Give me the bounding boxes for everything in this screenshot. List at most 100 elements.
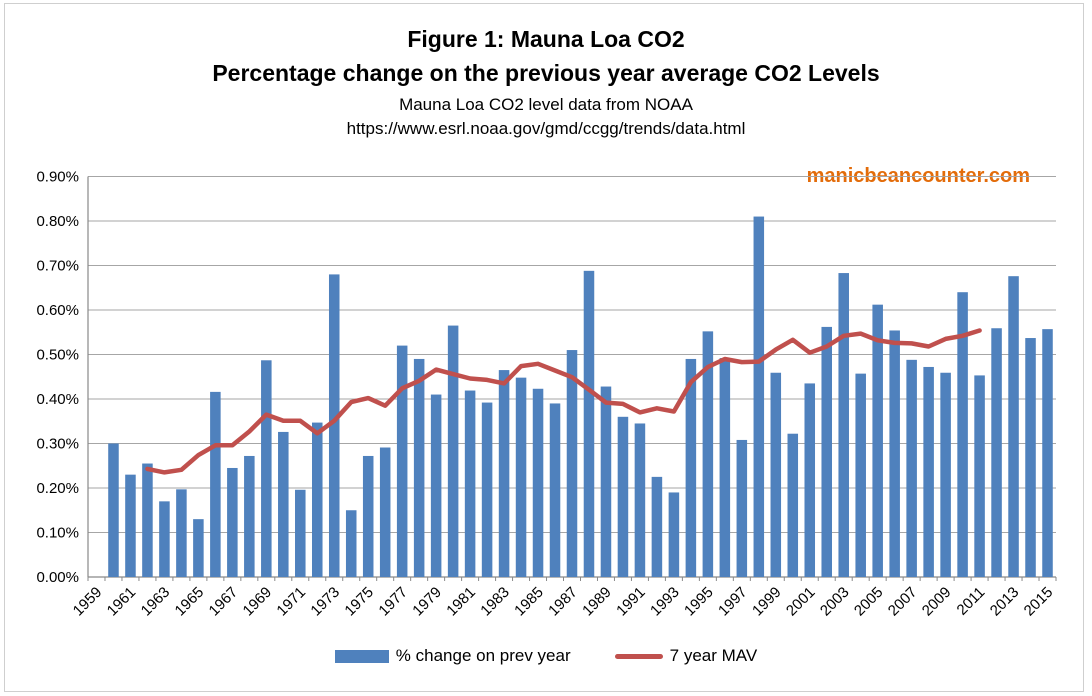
bar-1998 [753,216,765,578]
bar-2013 [1008,276,1019,577]
y-tick-label: 0.80% [36,213,79,230]
x-tick-label: 1977 [375,584,411,620]
legend: % change on prev year 7 year MAV [0,646,1092,666]
y-tick-label: 0.00% [36,569,79,586]
bar-2006 [889,330,900,577]
x-tick-label: 2009 [919,584,955,620]
bar-1992 [651,476,663,577]
bar-1984 [515,377,527,577]
bar-1975 [362,455,374,577]
bar-1969 [261,360,272,577]
y-tick-label: 0.30% [36,436,79,453]
bar-2002 [821,326,833,577]
bar-1982 [481,402,493,577]
bar-1995 [702,331,714,577]
bar-1960 [108,443,119,577]
bar-2015 [1042,329,1053,577]
x-tick-label: 1991 [613,584,649,620]
bar-series [108,216,1053,578]
bar-1997 [736,439,748,577]
bar-series-swatch [334,649,389,663]
bar-2008 [923,366,934,577]
x-tick-label: 1971 [273,584,309,620]
y-axis-labels: 0.00% 0.10% 0.20% 0.30% 0.40% 0.50% 0.60% 0.70%… [36,169,79,587]
x-tick-label: 2003 [817,584,853,620]
bar-2014 [1025,338,1036,577]
x-tick-label: 1961 [104,584,140,620]
bar-1996 [719,358,731,577]
bar-1985 [532,388,544,577]
x-tick-label: 2001 [783,584,819,620]
x-axis-labels: 1959196119631965196719691971197319751977… [70,584,1057,620]
bar-2010 [957,292,968,577]
y-tick-label: 0.70% [36,258,79,275]
bar-1974 [345,510,357,577]
bar-1973 [328,274,340,577]
bar-1989 [600,386,612,577]
y-tick-label: 0.40% [36,391,79,408]
bar-1979 [430,394,442,577]
x-tick-label: 1969 [240,584,276,620]
x-tick-label: 1967 [206,584,242,620]
chart-source-text: Mauna Loa CO2 level data from NOAA [399,95,693,114]
bar-2001 [804,383,816,577]
chart-source-url: https://www.esrl.noaa.gov/gmd/ccgg/trend… [346,119,746,138]
bar-1971 [295,489,306,577]
y-tick-label: 0.50% [36,347,79,364]
x-tick-label: 1999 [749,584,785,620]
bar-1993 [668,492,680,577]
bar-1990 [617,416,629,577]
y-tick-label: 0.20% [36,480,79,497]
chart-subtitle: Percentage change on the previous year a… [212,60,880,86]
bar-1983 [498,370,510,577]
bar-1970 [278,431,289,577]
bar-2011 [974,375,985,577]
x-tick-label: 2015 [1021,584,1057,620]
x-tick-label: 1959 [70,584,106,620]
bar-1991 [634,423,646,577]
bar-2005 [872,304,883,577]
chart-title: Figure 1: Mauna Loa CO2 [407,26,685,52]
bar-1964 [176,489,187,577]
bar-1961 [125,474,136,577]
bar-1978 [413,358,425,577]
x-tick-label: 2013 [987,584,1023,620]
x-tick-label: 1985 [511,584,547,620]
bar-1980 [447,325,459,577]
mav-line-series [145,328,982,475]
x-tick-label: 2011 [954,584,989,619]
bar-2009 [940,372,951,577]
y-tick-label: 0.10% [36,525,79,542]
y-tick-label: 0.90% [36,169,79,186]
bar-1999 [770,372,782,577]
x-tick-label: 1979 [409,584,445,620]
bar-1963 [159,501,170,577]
x-tick-label: 2007 [885,584,921,620]
bar-2003 [838,273,849,577]
x-tick-label: 2005 [851,584,887,620]
line-series-swatch [614,653,663,659]
x-tick-label: 1997 [715,584,751,620]
x-tick-label: 1975 [341,584,377,620]
legend-label-bar-series: % change on prev year [395,646,571,665]
x-tick-label: 1989 [579,584,615,620]
legend-item-bar-series: % change on prev year [334,646,571,666]
bar-1981 [464,390,476,577]
x-tick-label: 1995 [681,584,717,620]
bar-2000 [787,433,799,577]
x-tick-label: 1963 [138,584,174,620]
x-tick-label: 1965 [172,584,208,620]
bar-1962 [142,463,153,577]
x-tick-label: 1987 [545,584,581,620]
bar-1972 [311,422,323,577]
bar-1967 [227,467,238,577]
y-tick-label: 0.60% [36,302,79,319]
bar-2007 [906,359,917,577]
bar-1988 [583,270,595,577]
x-tick-label: 1981 [443,584,479,620]
legend-item-line-series: 7 year MAV [614,646,757,666]
bar-1987 [566,350,578,577]
x-tick-label: 1993 [647,584,683,620]
